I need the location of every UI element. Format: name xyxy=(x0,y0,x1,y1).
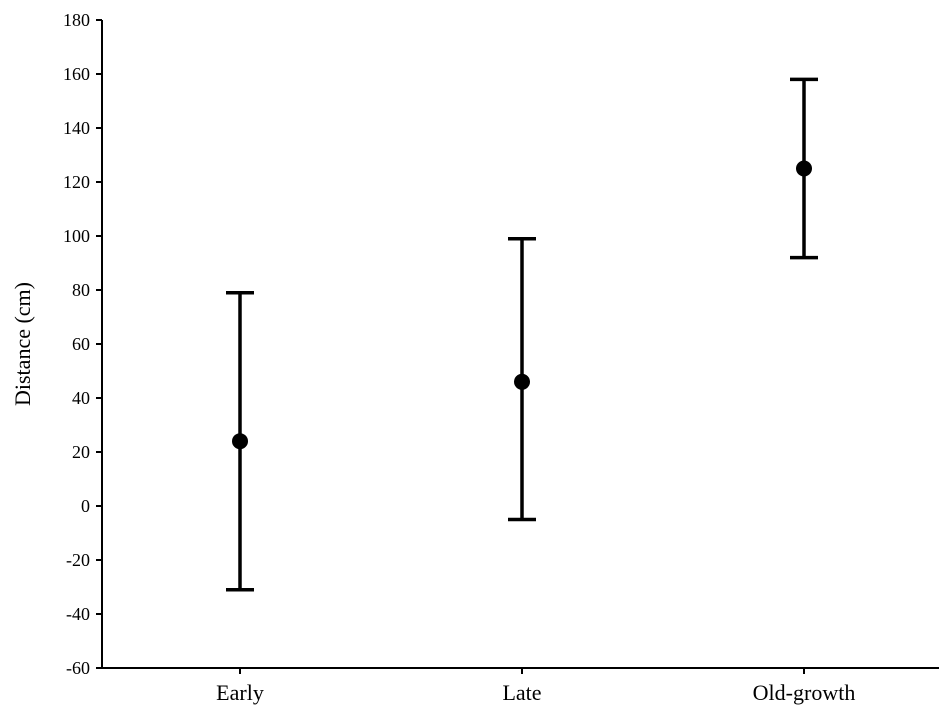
mean-point xyxy=(232,433,248,450)
data-point-group xyxy=(508,236,536,522)
y-tick-label: 40 xyxy=(72,388,90,408)
y-tick-label: -20 xyxy=(66,550,90,570)
y-tick-label: -40 xyxy=(66,604,90,624)
y-axis-title: Distance (cm) xyxy=(10,282,35,406)
y-tick-label: 120 xyxy=(63,172,90,192)
y-axis-ticks: 180 160 140 120 100 80 60 40 20 0 -20 -40 -60 xyxy=(63,10,102,678)
data-point-group xyxy=(226,290,254,592)
y-tick-label: 140 xyxy=(63,118,90,138)
y-tick-label: 180 xyxy=(63,10,90,30)
y-tick-label: 160 xyxy=(63,64,90,84)
y-tick-label: 80 xyxy=(72,280,90,300)
y-tick-label: 100 xyxy=(63,226,90,246)
mean-point xyxy=(796,160,812,177)
axes xyxy=(101,20,939,669)
y-tick-label: 0 xyxy=(81,496,90,516)
y-tick-label: 60 xyxy=(72,334,90,354)
x-axis-ticks: Early Late Old-growth xyxy=(216,668,855,705)
data-point-group xyxy=(790,77,818,260)
series-points xyxy=(226,77,818,592)
y-tick-label: 20 xyxy=(72,442,90,462)
x-tick-label: Old-growth xyxy=(753,680,856,705)
mean-point xyxy=(514,373,530,390)
y-tick-label: -60 xyxy=(66,658,90,678)
x-tick-label: Late xyxy=(502,680,541,705)
x-tick-label: Early xyxy=(216,680,264,705)
